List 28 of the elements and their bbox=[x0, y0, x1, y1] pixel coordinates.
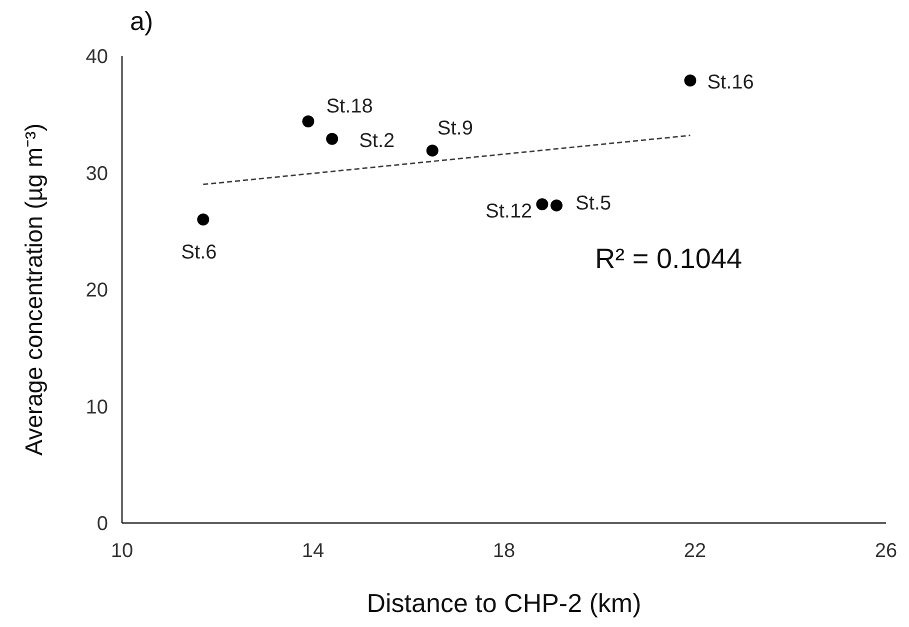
x-tick-label: 26 bbox=[874, 540, 898, 562]
point bbox=[197, 213, 210, 226]
point bbox=[550, 199, 563, 212]
point bbox=[426, 144, 438, 157]
x-tick-label: 18 bbox=[492, 540, 516, 562]
x-tick-label: 10 bbox=[110, 540, 134, 562]
chart-title: a) bbox=[130, 6, 154, 36]
y-tick-label: 40 bbox=[86, 46, 108, 68]
annotation: St.16 bbox=[707, 72, 754, 94]
annotation: St.12 bbox=[485, 200, 532, 222]
point bbox=[684, 74, 696, 87]
point bbox=[536, 198, 548, 210]
x-tick-label: 14 bbox=[302, 540, 324, 562]
annotation: R² = 0.1044 bbox=[595, 243, 742, 274]
y-tick-label: 0 bbox=[96, 513, 108, 535]
point bbox=[326, 132, 338, 145]
annotation: St.2 bbox=[359, 130, 395, 152]
point bbox=[302, 115, 314, 128]
x-tick-label: 22 bbox=[684, 540, 706, 562]
annotation: St.6 bbox=[181, 241, 217, 264]
annotation: St.18 bbox=[326, 95, 373, 118]
annotation: St.9 bbox=[437, 118, 473, 140]
y-tick-label: 10 bbox=[86, 396, 108, 418]
y-tick-label: 20 bbox=[86, 280, 108, 302]
y-axis-title: Average concentration (µg m⁻³) bbox=[21, 123, 48, 456]
annotation: St.5 bbox=[576, 192, 612, 214]
x-axis-title: Distance to CHP-2 (km) bbox=[366, 588, 642, 618]
y-tick-label: 30 bbox=[86, 162, 108, 185]
